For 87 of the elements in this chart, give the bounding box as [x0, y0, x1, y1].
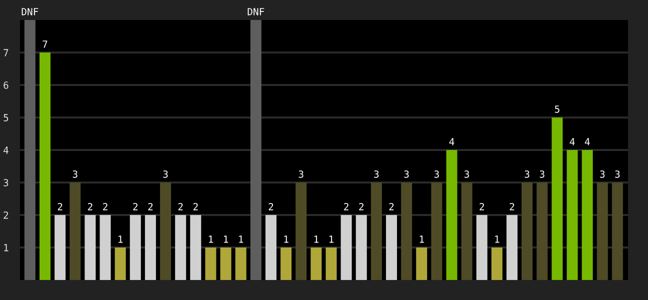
data-label: 1 [284, 236, 288, 243]
data-label: 3 [464, 170, 470, 178]
bar [220, 248, 232, 280]
data-label: 2 [268, 202, 274, 210]
bar [280, 248, 292, 280]
data-label: 2 [480, 202, 484, 210]
data-label: DNF [22, 8, 38, 16]
bar [100, 215, 111, 280]
bar [235, 248, 246, 280]
bar [370, 182, 382, 280]
data-label: 1 [495, 236, 500, 243]
data-label: 4 [584, 138, 590, 146]
data-label: 2 [510, 202, 514, 210]
data-label: 5 [554, 106, 560, 113]
bar [431, 182, 442, 280]
data-label: 3 [615, 170, 620, 178]
bar [596, 182, 608, 280]
data-label: 2 [133, 202, 138, 210]
bar [310, 248, 322, 280]
bar [612, 182, 623, 280]
data-label: 3 [163, 170, 168, 178]
data-label: 3 [434, 170, 439, 178]
bar [522, 182, 533, 280]
data-label: 2 [344, 202, 348, 210]
data-label: 1 [239, 236, 244, 243]
bar [446, 150, 458, 280]
y-tick-label: 5 [4, 114, 8, 122]
data-label: 3 [298, 170, 304, 178]
data-label: 1 [208, 236, 213, 243]
data-label: 4 [570, 138, 575, 146]
data-label: DNF [248, 8, 264, 16]
data-label: 3 [524, 170, 530, 178]
bar [552, 118, 563, 280]
bar [175, 215, 186, 280]
data-label: 2 [389, 202, 394, 210]
bar [70, 182, 81, 280]
y-tick-label: 4 [4, 146, 8, 154]
y-tick-label: 3 [4, 179, 8, 186]
bar [461, 182, 472, 280]
bar [265, 215, 276, 280]
data-label: 3 [404, 170, 409, 178]
bar [190, 215, 202, 280]
bar [506, 215, 518, 280]
data-label: 2 [359, 202, 364, 210]
data-label: 3 [72, 170, 78, 178]
bar [476, 215, 488, 280]
bar [250, 20, 262, 280]
bar [160, 182, 172, 280]
data-label: 3 [540, 170, 544, 178]
bar [130, 215, 141, 280]
y-tick-label: 2 [4, 212, 8, 219]
data-label: 4 [449, 138, 454, 146]
bar [54, 215, 66, 280]
bar [566, 150, 578, 280]
bar [144, 215, 156, 280]
bar [401, 182, 412, 280]
bar [296, 182, 307, 280]
data-label: 3 [374, 170, 379, 178]
bar [84, 215, 96, 280]
bar [491, 248, 502, 280]
data-label: 1 [314, 236, 318, 243]
y-tick-label: 7 [4, 49, 8, 56]
y-tick-label: 1 [4, 244, 8, 252]
data-label: 2 [58, 202, 62, 210]
data-label: 1 [420, 236, 424, 243]
bar [340, 215, 352, 280]
bar [416, 248, 428, 280]
data-label: 1 [118, 236, 123, 243]
bar [114, 248, 126, 280]
data-label: 7 [42, 40, 48, 48]
y-tick-label: 6 [4, 82, 8, 89]
data-label: 2 [193, 202, 198, 210]
bar [356, 215, 367, 280]
data-label: 1 [224, 236, 228, 243]
bar [326, 248, 337, 280]
data-label: 2 [103, 202, 108, 210]
data-label: 3 [600, 170, 605, 178]
data-label: 1 [329, 236, 334, 243]
bar [205, 248, 216, 280]
bar [536, 182, 548, 280]
data-label: 2 [88, 202, 92, 210]
data-label: 2 [178, 202, 183, 210]
bar [24, 20, 36, 280]
bar [386, 215, 397, 280]
data-label: 2 [148, 202, 153, 210]
bar [582, 150, 593, 280]
bar [40, 52, 51, 280]
